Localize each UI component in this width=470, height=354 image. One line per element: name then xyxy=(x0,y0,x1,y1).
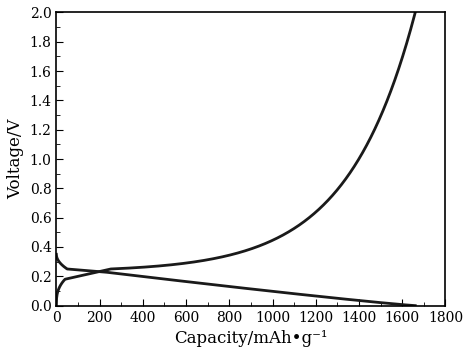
X-axis label: Capacity/mAh•g⁻¹: Capacity/mAh•g⁻¹ xyxy=(174,330,328,347)
Y-axis label: Voltage/V: Voltage/V xyxy=(7,119,24,199)
